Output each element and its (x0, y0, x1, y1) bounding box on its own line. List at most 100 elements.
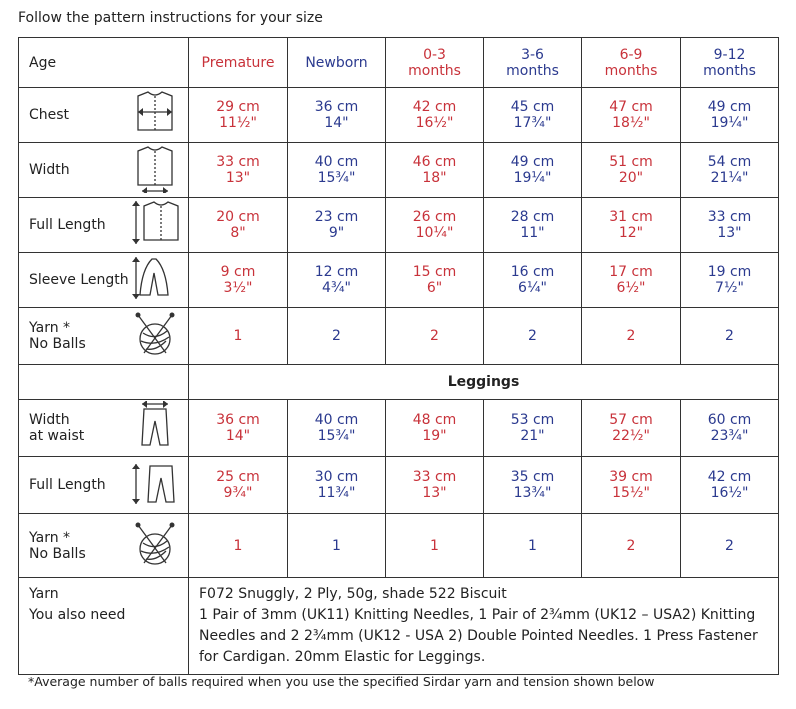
value-cell: 20 cm 8" (188, 197, 288, 253)
value-cell: 39 cm 15½" (581, 456, 681, 514)
value-cell: 2 (680, 307, 779, 365)
cell-lines: Full Length (29, 217, 106, 233)
title: Follow the pattern instructions for your… (18, 10, 323, 26)
cell-text: 9¾" (223, 485, 253, 501)
value-cell: 1 (287, 513, 386, 578)
value-cell: 26 cm 10¼" (385, 197, 484, 253)
row: Full Length 25 cm 9¾" 30 cm 11¾" 33 cm 13" 35 c… (18, 456, 779, 514)
cell-text: 26 cm (412, 209, 457, 225)
cell-text: 16 cm (510, 264, 555, 280)
value-cell: 25 cm 9¾" (188, 456, 288, 514)
value-cell: 46 cm 18" (385, 142, 484, 198)
cell-lines: 47 cm 18½" (582, 99, 680, 131)
cell-text: 60 cm (707, 412, 752, 428)
cell-text: You also need (29, 607, 126, 623)
cell-text: 21¼" (710, 170, 749, 186)
cell-text: 8" (230, 225, 246, 241)
cell-text: 15½" (612, 485, 650, 501)
cell-lines: 49 cm 19¼" (484, 154, 581, 186)
row: Width 33 cm 13" 40 cm 15¾" 46 cm 18" 49 cm 19¼" 5… (18, 142, 779, 198)
cell-text: 13¾" (513, 485, 552, 501)
materials-text: F072 Snuggly, 2 Ply, 50g, shade 522 Bisc… (188, 577, 779, 675)
cell-text: 13" (422, 485, 447, 501)
cell-lines: 15 cm 6" (386, 264, 483, 296)
header-row: Age Premature Newborn 0-3 months 3-6 months 6-9… (18, 37, 779, 88)
cell-lines: Yarn You also need (29, 584, 178, 626)
cell-text: 16½" (710, 485, 749, 501)
row-label: Full Length (18, 197, 189, 253)
cell-text: 6¼" (518, 280, 547, 296)
cell-text: 29 cm (216, 99, 260, 115)
cell-lines: 1 (189, 328, 287, 344)
value-cell: 54 cm 21¼" (680, 142, 779, 198)
cell-text: 3-6 (521, 46, 544, 63)
cell-text: 1 (430, 537, 439, 554)
cell-lines: Sleeve Length (29, 272, 129, 288)
cell-lines: 42 cm 16½" (681, 469, 778, 501)
cell-text: Yarn (29, 586, 59, 602)
cell-lines: 23 cm 9" (288, 209, 385, 241)
value-cell: 57 cm 22½" (581, 399, 681, 457)
value-cell: 47 cm 18½" (581, 87, 681, 143)
icon (130, 88, 180, 142)
icon (130, 309, 180, 363)
value-cell: 2 (581, 513, 681, 578)
cell-lines: 20 cm 8" (189, 209, 287, 241)
cell-text: 45 cm (510, 99, 555, 115)
cell-text: 1 (332, 537, 341, 554)
icon-svg (132, 464, 175, 504)
cell-text: months (604, 62, 658, 79)
icon (130, 253, 180, 307)
cell-text: 1 Pair of 3mm (UK11) Knitting Needles, 1… (199, 607, 758, 665)
cell-text: 33 cm (216, 154, 260, 170)
cell-lines: Premature (189, 55, 287, 71)
cell-lines: 39 cm 15½" (582, 469, 680, 501)
label-wrap: Chest (19, 88, 188, 142)
cell-lines: 16 cm 6¼" (484, 264, 581, 296)
row: Full Length 20 cm 8" 23 cm 9" 26 cm 10¼" 28 cm 1… (18, 197, 779, 253)
cell-lines: 57 cm 22½" (582, 412, 680, 444)
cell-text: 14" (324, 115, 349, 131)
cell-text: 15 cm (412, 264, 457, 280)
value-cell: 36 cm 14" (188, 399, 288, 457)
value-cell: 2 (287, 307, 386, 365)
value-cell: 31 cm 12" (581, 197, 681, 253)
cell-lines: 2 (386, 328, 483, 344)
cell-text: 1 (233, 537, 243, 554)
cell-text: 17 cm (609, 264, 653, 280)
cell-text: months (506, 62, 559, 79)
cell-text: Age (29, 54, 57, 71)
cell-lines: 6-9 months (582, 47, 680, 79)
cell-text: Chest (29, 107, 70, 123)
cell-text: Yarn * (29, 529, 71, 546)
size-table: Age Premature Newborn 0-3 months 3-6 months 6-9… (18, 37, 779, 675)
icon-svg (135, 522, 175, 565)
cell-text: 9-12 (713, 46, 746, 63)
value-cell: 1 (188, 513, 288, 578)
cell-lines: 46 cm 18" (386, 154, 483, 186)
value-cell: 40 cm 15¾" (287, 142, 386, 198)
value-cell: 33 cm 13" (680, 197, 779, 253)
cell-text: 2 (626, 537, 636, 554)
cell-text: 40 cm (314, 412, 359, 428)
cell-lines: Newborn (288, 55, 385, 71)
cell-text: 23¾" (710, 428, 749, 444)
cell-text: 14" (225, 428, 251, 444)
row: Width at waist 36 cm 14" 40 cm 15¾" 48 cm 19" 53… (18, 399, 779, 457)
cell-lines: 48 cm 19" (386, 412, 483, 444)
cell-lines: 1 (189, 538, 287, 554)
cell-text: 18½" (612, 115, 650, 131)
value-cell: 42 cm 16½" (680, 456, 779, 514)
cell-text: 21" (520, 428, 545, 444)
cell-text: 11" (520, 225, 545, 241)
value-cell: 53 cm 21" (483, 399, 582, 457)
cell-text: 30 cm (314, 469, 359, 485)
cell-lines: Width (29, 162, 70, 178)
cell-lines: 0-3 months (386, 47, 483, 79)
value-cell: 2 (483, 307, 582, 365)
cell-text: Sleeve Length (29, 272, 129, 288)
cell-text: 47 cm (609, 99, 653, 115)
value-cell: 12 cm 4¾" (287, 252, 386, 308)
cell-text: months (408, 62, 461, 79)
